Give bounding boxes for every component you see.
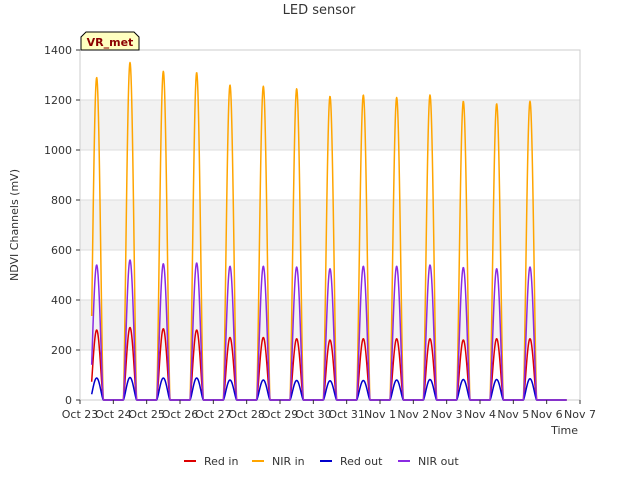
x-tick-label: Oct 26: [162, 408, 199, 421]
background-band: [80, 200, 580, 250]
x-tick-label: Nov 3: [431, 408, 463, 421]
y-tick-label: 400: [51, 294, 72, 307]
y-tick-label: 600: [51, 244, 72, 257]
y-tick-label: 800: [51, 194, 72, 207]
y-tick-label: 1200: [44, 94, 72, 107]
x-tick-label: Nov 2: [397, 408, 429, 421]
y-tick-label: 200: [51, 344, 72, 357]
series-line-nir-out: [90, 259, 568, 401]
background-band: [80, 150, 580, 200]
x-tick-label: Oct 31: [328, 408, 365, 421]
x-tick-label: Oct 25: [128, 408, 165, 421]
x-tick-label: Oct 29: [262, 408, 299, 421]
x-tick-label: Oct 30: [295, 408, 332, 421]
x-tick-label: Nov 4: [464, 408, 496, 421]
site-label-text: VR_met: [87, 36, 134, 49]
x-tick-label: Nov 1: [364, 408, 396, 421]
legend-label-nir-out: NIR out: [418, 455, 459, 468]
y-tick-label: 0: [65, 394, 72, 407]
x-tick-label: Oct 27: [195, 408, 232, 421]
background-band: [80, 50, 580, 100]
x-tick-label: Nov 6: [531, 408, 563, 421]
y-axis-ticks: 0 200 400 600 800 1000 1200 1400: [44, 44, 80, 407]
x-axis-label: Time: [550, 424, 578, 437]
x-tick-label: Oct 28: [228, 408, 265, 421]
chart-title: LED sensor: [283, 3, 356, 18]
site-label-box: [80, 31, 140, 51]
plot-frame: [79, 49, 581, 401]
legend-label-red-in: Red in: [204, 455, 238, 468]
y-tick-label: 1000: [44, 144, 72, 157]
plot-background-bands: [80, 50, 580, 400]
legend-label-red-out: Red out: [340, 455, 383, 468]
y-axis-label: NDVI Channels (mV): [8, 169, 21, 281]
x-tick-label: Nov 5: [497, 408, 529, 421]
y-tick-label: 1400: [44, 44, 72, 57]
series-lines: [90, 61, 568, 401]
legend-label-nir-in: NIR in: [272, 455, 305, 468]
x-tick-label: Oct 23: [62, 408, 99, 421]
legend: Red in NIR in Red out NIR out: [184, 455, 459, 468]
x-tick-label: Nov 7: [564, 408, 596, 421]
background-band: [80, 100, 580, 150]
site-label-badge: VR_met: [80, 31, 140, 51]
background-band: [80, 300, 580, 350]
x-tick-label: Oct 24: [95, 408, 132, 421]
background-band: [80, 350, 580, 400]
background-band: [80, 250, 580, 300]
